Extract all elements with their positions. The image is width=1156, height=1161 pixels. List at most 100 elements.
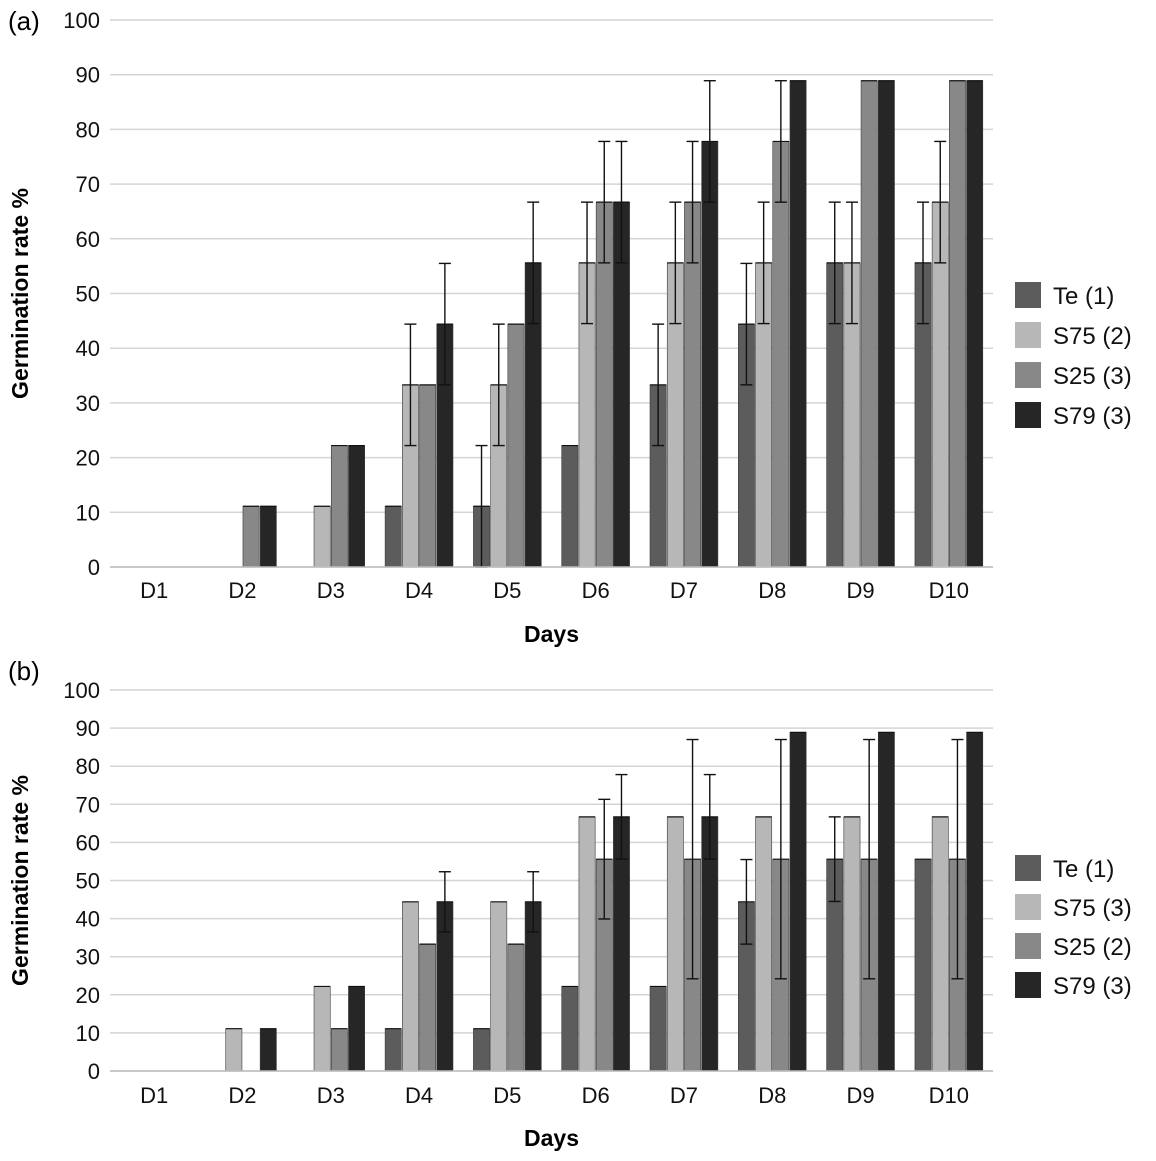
y-tick-label: 60: [76, 830, 100, 855]
chart-panel-b: (b) 0 10 20 30 40 50 60 70 80 90 100 D1 D2 D3 D4 D5 D6 D7 D…: [7, 656, 1132, 1151]
y-tick-label: 0: [88, 1059, 100, 1084]
legend: Te (1) S75 (3) S25 (2) S79 (3): [1015, 855, 1132, 1000]
bar: [402, 901, 419, 1072]
x-axis-title: Days: [524, 1125, 579, 1151]
legend-label: S25 (3): [1053, 363, 1132, 390]
bar: [949, 80, 966, 568]
y-tick-label: 60: [76, 227, 100, 252]
bar: [789, 731, 807, 1072]
bar: [507, 943, 525, 1072]
legend-swatch: [1015, 322, 1041, 348]
y-tick-label: 40: [76, 907, 100, 932]
bar: [561, 986, 579, 1072]
x-tick-label: D7: [670, 1083, 698, 1108]
bar: [419, 384, 437, 568]
y-axis-title: Germination rate %: [7, 188, 33, 399]
bar: [225, 1028, 243, 1072]
y-axis-title: Germination rate %: [7, 775, 33, 986]
bar: [348, 445, 365, 568]
bar: [330, 445, 348, 568]
chart-panel-a: (a) 0 10 20 30 40 50 60 70 80 90 100 D1 D2 D3 D4 D5 D6 D7 D…: [7, 6, 1132, 647]
legend-swatch: [1015, 282, 1041, 308]
x-tick-label: D8: [758, 1083, 786, 1108]
legend: Te (1) S75 (2) S25 (3) S79 (3): [1015, 282, 1132, 430]
bar: [966, 731, 984, 1072]
x-tick-label: D4: [405, 1083, 433, 1108]
y-tick-label: 80: [76, 117, 100, 142]
y-tick-label: 100: [63, 678, 100, 703]
y-tick-label: 70: [76, 172, 100, 197]
panel-label: (b): [8, 656, 40, 686]
bar: [877, 80, 895, 568]
legend-label: S25 (2): [1053, 934, 1132, 961]
y-tick-label: 40: [76, 336, 100, 361]
y-tick-label: 80: [76, 754, 100, 779]
bar: [313, 986, 331, 1072]
bar: [561, 445, 579, 568]
bar: [490, 901, 508, 1072]
legend-swatch: [1015, 402, 1041, 428]
legend-swatch: [1015, 972, 1041, 998]
x-tick-label: D5: [493, 1083, 521, 1108]
bar: [384, 1028, 402, 1072]
bar: [701, 141, 719, 568]
legend-swatch: [1015, 894, 1041, 920]
x-tick-label: D9: [846, 578, 874, 603]
y-tick-label: 30: [76, 945, 100, 970]
bar: [242, 505, 260, 568]
legend-swatch: [1015, 933, 1041, 959]
y-tick-label: 20: [76, 983, 100, 1008]
bar: [330, 1028, 348, 1072]
bar: [473, 1028, 490, 1072]
bar: [755, 816, 773, 1072]
y-tick-label: 50: [76, 869, 100, 894]
legend-swatch: [1015, 855, 1041, 881]
legend-label: Te (1): [1053, 856, 1114, 883]
y-tick-label: 100: [63, 8, 100, 33]
legend-label: S79 (3): [1053, 973, 1132, 1000]
y-tick-label: 90: [76, 716, 100, 741]
bar: [259, 505, 277, 568]
x-tick-label: D8: [758, 578, 786, 603]
bar: [507, 323, 525, 568]
x-tick-label: D5: [493, 578, 521, 603]
y-tick-label: 90: [76, 63, 100, 88]
bar: [348, 986, 365, 1072]
x-tick-label: D2: [228, 1083, 256, 1108]
x-tick-label: D3: [317, 1083, 345, 1108]
bar: [860, 80, 878, 568]
bar: [259, 1028, 277, 1072]
x-tick-label: D10: [929, 1083, 969, 1108]
bar: [578, 816, 596, 1072]
bar: [313, 505, 331, 568]
bar: [914, 858, 932, 1072]
x-tick-label: D10: [929, 578, 969, 603]
x-tick-label: D9: [846, 1083, 874, 1108]
bar: [666, 816, 684, 1072]
bar: [789, 80, 807, 568]
bar: [966, 80, 984, 568]
y-tick-label: 20: [76, 446, 100, 471]
legend-label: S75 (2): [1053, 323, 1132, 350]
bar: [772, 141, 790, 568]
x-tick-label: D6: [582, 1083, 610, 1108]
x-tick-label: D3: [317, 578, 345, 603]
bar: [877, 731, 895, 1072]
x-tick-label: D2: [228, 578, 256, 603]
legend-swatch: [1015, 362, 1041, 388]
legend-label: S79 (3): [1053, 403, 1132, 430]
panel-label: (a): [8, 6, 40, 36]
y-tick-label: 10: [76, 500, 100, 525]
legend-label: S75 (3): [1053, 895, 1132, 922]
x-tick-label: D4: [405, 578, 433, 603]
x-tick-label: D1: [140, 1083, 168, 1108]
y-tick-label: 30: [76, 391, 100, 416]
bar: [843, 816, 861, 1072]
bar: [649, 986, 667, 1072]
y-tick-label: 50: [76, 282, 100, 307]
bar: [931, 816, 949, 1072]
legend-label: Te (1): [1053, 283, 1114, 310]
bar: [384, 505, 402, 568]
